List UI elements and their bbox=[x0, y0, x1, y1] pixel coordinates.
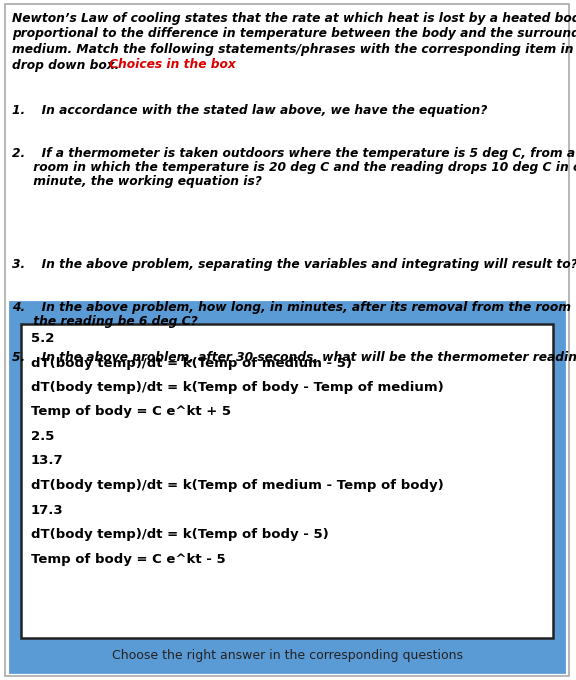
Text: Choices in the box: Choices in the box bbox=[109, 58, 236, 71]
Text: medium. Match the following statements/phrases with the corresponding item in th: medium. Match the following statements/p… bbox=[12, 43, 576, 56]
Text: Temp of body = C e^kt - 5: Temp of body = C e^kt - 5 bbox=[31, 552, 226, 566]
Text: 3.  In the above problem, separating the variables and integrating will result t: 3. In the above problem, separating the … bbox=[12, 258, 576, 271]
Text: minute, the working equation is?: minute, the working equation is? bbox=[12, 175, 262, 188]
Text: 17.3: 17.3 bbox=[31, 503, 63, 517]
Text: Newton’s Law of cooling states that the rate at which heat is lost by a heated b: Newton’s Law of cooling states that the … bbox=[12, 12, 576, 25]
Text: 5.2: 5.2 bbox=[31, 332, 54, 345]
Text: 2.5: 2.5 bbox=[31, 430, 54, 443]
Text: dT(body temp)/dt = k(Temp of medium - Temp of body): dT(body temp)/dt = k(Temp of medium - Te… bbox=[31, 479, 444, 492]
Text: 5.  In the above problem, after 30 seconds, what will be the thermometer reading: 5. In the above problem, after 30 second… bbox=[12, 352, 576, 364]
FancyBboxPatch shape bbox=[21, 324, 553, 638]
Text: 13.7: 13.7 bbox=[31, 454, 63, 468]
Text: room in which the temperature is 20 deg C and the reading drops 10 deg C in one: room in which the temperature is 20 deg … bbox=[12, 161, 576, 174]
Text: 2.  If a thermometer is taken outdoors where the temperature is 5 deg C, from a: 2. If a thermometer is taken outdoors wh… bbox=[12, 146, 575, 160]
Text: 4.  In the above problem, how long, in minutes, after its removal from the room : 4. In the above problem, how long, in mi… bbox=[12, 301, 576, 313]
Text: the reading be 6 deg C?: the reading be 6 deg C? bbox=[12, 315, 198, 328]
Text: dT(body temp)/dt = k(Temp of body - 5): dT(body temp)/dt = k(Temp of body - 5) bbox=[31, 528, 329, 541]
Text: Choose the right answer in the corresponding questions: Choose the right answer in the correspon… bbox=[112, 649, 463, 662]
FancyBboxPatch shape bbox=[10, 302, 564, 672]
Text: drop down box.: drop down box. bbox=[12, 58, 123, 71]
Text: dT(body temp)/dt = k(Temp of body - Temp of medium): dT(body temp)/dt = k(Temp of body - Temp… bbox=[31, 381, 444, 394]
Text: Temp of body = C e^kt + 5: Temp of body = C e^kt + 5 bbox=[31, 405, 231, 418]
Text: dT(body temp)/dt = k(Temp of medium - 5): dT(body temp)/dt = k(Temp of medium - 5) bbox=[31, 356, 352, 369]
FancyBboxPatch shape bbox=[5, 4, 569, 676]
Text: 1.  In accordance with the stated law above, we have the equation?: 1. In accordance with the stated law abo… bbox=[12, 104, 487, 117]
Text: proportional to the difference in temperature between the body and the surroundi: proportional to the difference in temper… bbox=[12, 27, 576, 41]
